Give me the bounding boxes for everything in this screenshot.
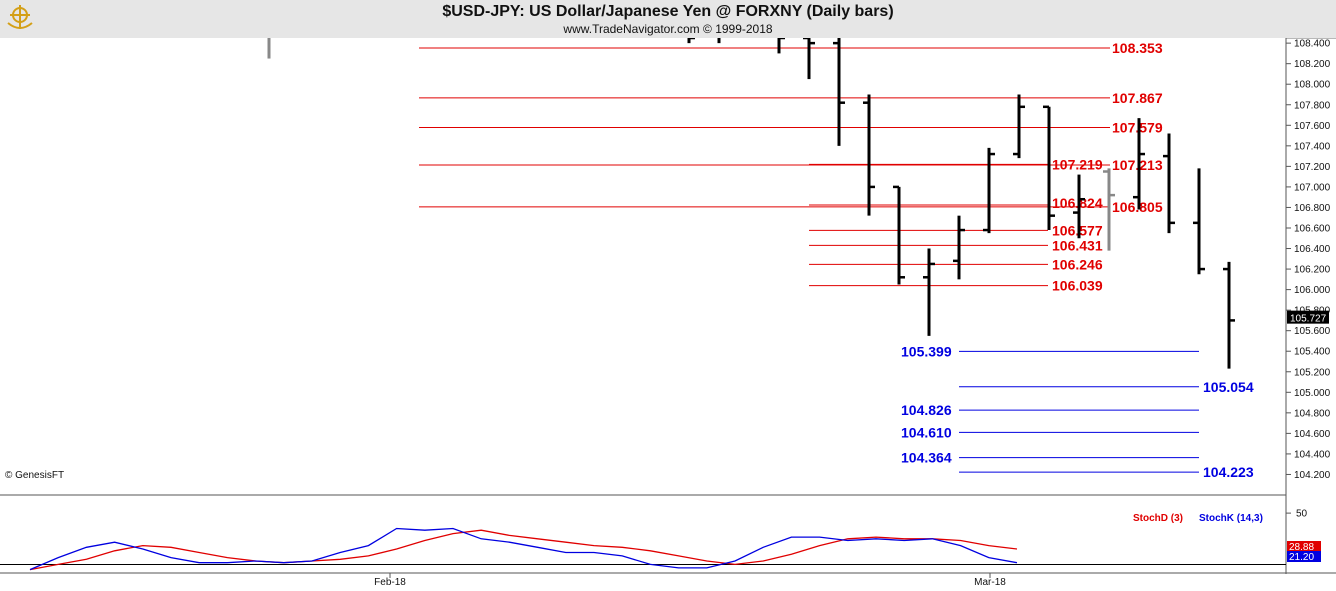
price-bar: [777, 38, 785, 54]
price-bar: [1193, 168, 1205, 275]
resistance-level-label: 106.577: [1052, 222, 1103, 238]
osc-series-line: [29, 529, 1018, 571]
resistance-level-label: 106.805: [1112, 199, 1163, 215]
price-bar: [833, 38, 845, 146]
price-bar: [1103, 168, 1115, 251]
osc-readout-label: 28.88: [1289, 542, 1314, 553]
osc-series-line: [29, 527, 1018, 571]
price-bar: [687, 38, 695, 44]
price-tick-label: 107.400: [1294, 141, 1331, 152]
price-panel-background: [0, 38, 1286, 495]
price-tick-label: 105.400: [1294, 347, 1331, 358]
time-tick-label: Feb-18: [374, 577, 406, 588]
price-tick-label: 104.400: [1294, 449, 1331, 460]
osc-readout-badge: [1287, 541, 1321, 552]
price-levels: 108.353 107.867 107.579 107.219 107.213 106.8…: [419, 40, 1254, 480]
price-tick-label: 105.200: [1294, 367, 1331, 378]
resistance-level-label: 108.353: [1112, 40, 1163, 56]
price-tick-label: 107.600: [1294, 121, 1331, 132]
price-axis-ticks: 108.400 108.200 108.000 107.800 107.600 107.4…: [1286, 39, 1331, 481]
support-level-label: 104.610: [901, 424, 952, 440]
resistance-level-label: 106.431: [1052, 237, 1103, 253]
price-tick-label: 106.200: [1294, 265, 1331, 276]
price-tick-label: 106.000: [1294, 285, 1331, 296]
price-bars: [267, 38, 1235, 369]
price-bar: [983, 147, 995, 234]
osc-readout-badge: [1287, 551, 1321, 562]
support-level-label: 104.364: [901, 450, 952, 466]
resistance-level-label: 107.579: [1112, 119, 1163, 135]
resistance-level-label: 107.867: [1112, 90, 1163, 106]
gold-ship-wheel-icon: [7, 5, 33, 29]
price-tick-label: 104.600: [1294, 429, 1331, 440]
price-tick-label: 108.400: [1294, 39, 1331, 50]
support-level-label: 104.826: [901, 402, 952, 418]
price-tick-label: 108.200: [1294, 59, 1331, 70]
price-bar: [1133, 118, 1145, 210]
price-tick-label: 106.800: [1294, 203, 1331, 214]
copyright-notice: www.TradeNavigator.com © 1999-2018: [563, 22, 773, 36]
price-tick-label: 105.600: [1294, 326, 1331, 337]
chart-title: $USD-JPY: US Dollar/Japanese Yen @ FORXN…: [442, 3, 894, 20]
resistance-level-label: 107.213: [1112, 157, 1163, 173]
osc-readout-label: 21.20: [1289, 552, 1314, 563]
price-tick-label: 106.600: [1294, 223, 1331, 234]
price-tick-label: 104.800: [1294, 408, 1331, 419]
price-bar: [1163, 133, 1175, 234]
chart-canvas: 108.353 107.867 107.579 107.219 107.213 106.8…: [0, 38, 1336, 588]
price-bar: [1013, 94, 1025, 159]
price-tick-label: 107.000: [1294, 182, 1331, 193]
time-tick-label: Mar-18: [974, 577, 1006, 588]
price-bar: [863, 94, 875, 216]
support-level-label: 105.399: [901, 343, 952, 359]
price-bar: [953, 215, 965, 280]
last-price-label: 105.727: [1290, 314, 1327, 325]
price-tick-label: 104.200: [1294, 470, 1331, 481]
time-axis-labels: Feb-18 Mar-18: [374, 573, 1006, 588]
resistance-level-label: 106.039: [1052, 278, 1103, 294]
support-level-label: 105.054: [1203, 379, 1254, 395]
genesis-credit: © GenesisFT: [5, 470, 64, 481]
last-price-badge: 105.727: [1287, 310, 1329, 325]
support-level-label: 104.223: [1203, 464, 1254, 480]
price-bar: [1223, 261, 1235, 369]
resistance-level-label: 106.824: [1052, 195, 1103, 211]
price-bar: [893, 185, 905, 285]
price-tick-label: 105.000: [1294, 388, 1331, 399]
price-tick-label: 107.200: [1294, 162, 1331, 173]
chart-header: $USD-JPY: US Dollar/Japanese Yen @ FORXN…: [0, 0, 1336, 39]
price-tick-label: 108.000: [1294, 80, 1331, 91]
legend-stochd: StochD (3): [1133, 513, 1183, 524]
osc-tick-label: 50: [1296, 509, 1308, 520]
price-bar: [923, 248, 935, 336]
legend-stochk: StochK (14,3): [1199, 513, 1263, 524]
price-tick-label: 107.800: [1294, 100, 1331, 111]
price-tick-label: 106.400: [1294, 244, 1331, 255]
price-bar: [1073, 174, 1085, 239]
price-bar: [1043, 105, 1055, 231]
resistance-level-label: 106.246: [1052, 256, 1103, 272]
resistance-level-label: 107.219: [1052, 156, 1103, 172]
price-bar: [803, 38, 815, 80]
